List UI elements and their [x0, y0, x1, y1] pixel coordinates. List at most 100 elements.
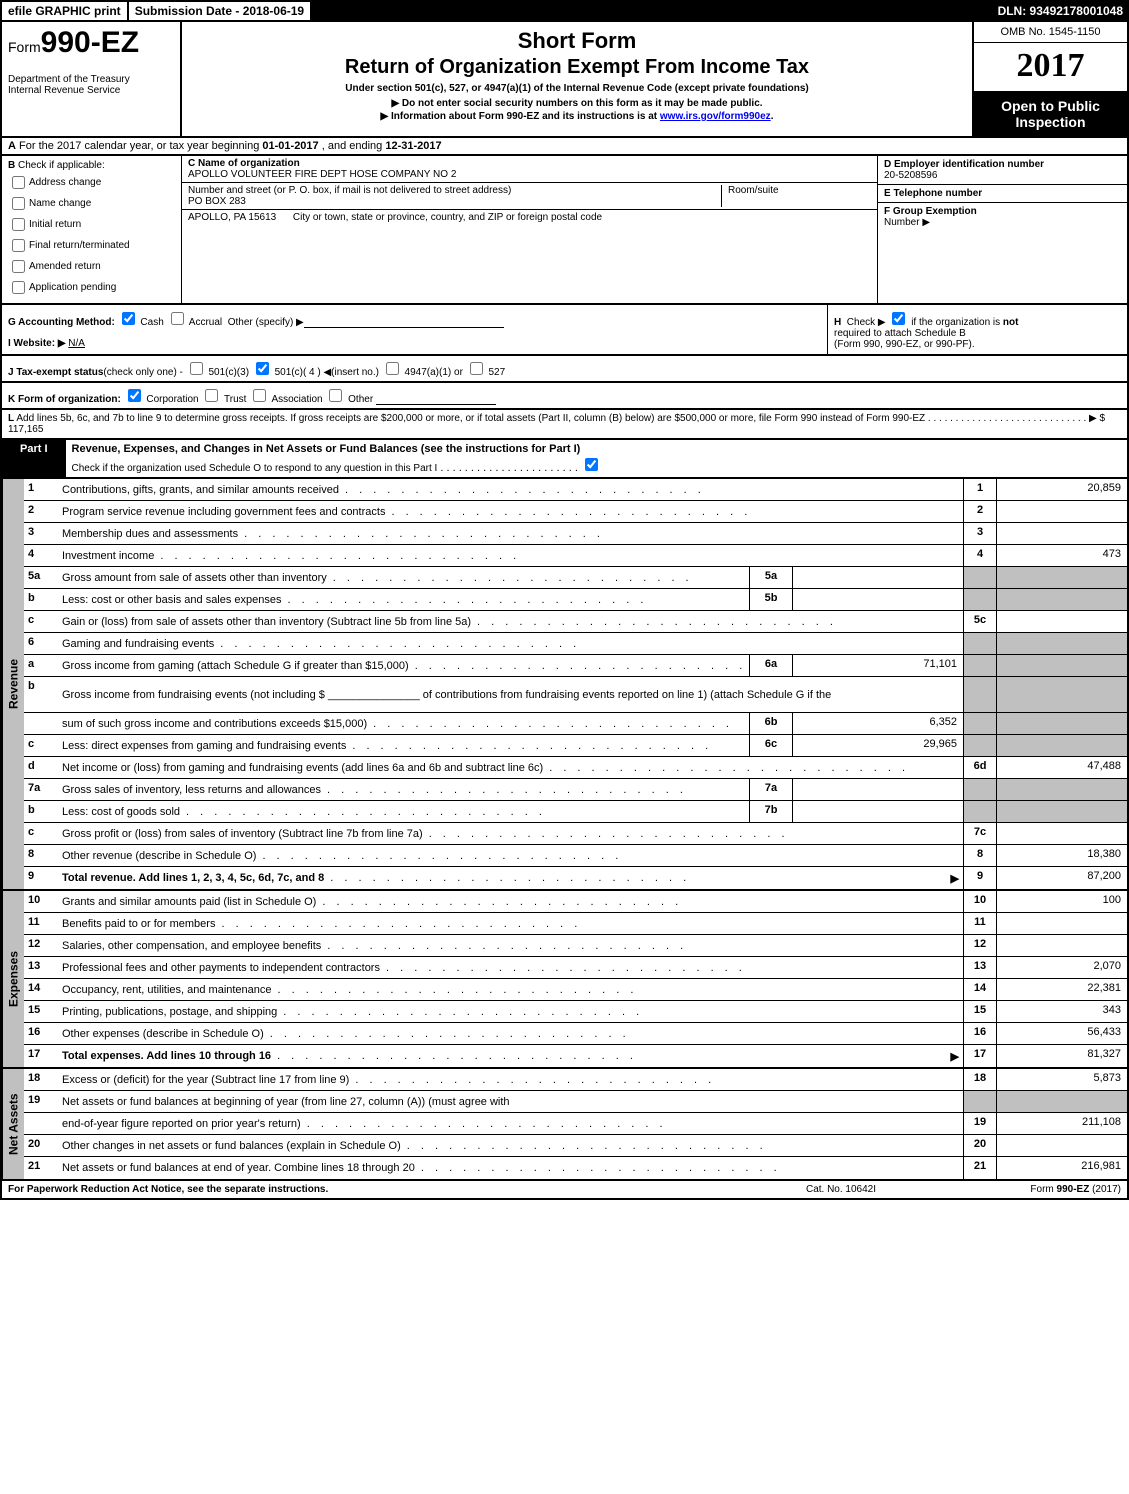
line-number: 5a [24, 567, 58, 588]
line-col: 21 [963, 1157, 997, 1179]
line-number: c [24, 735, 58, 756]
info-pre: ▶ Information about Form 990-EZ and its … [381, 111, 660, 122]
c-addr-label: Number and street (or P. O. box, if mail… [188, 185, 511, 196]
chk-527[interactable] [470, 362, 483, 375]
line-value [997, 935, 1127, 956]
sub-line-value: 6,352 [793, 713, 963, 734]
l-label: L [8, 413, 14, 424]
line-desc: Net assets or fund balances at end of ye… [58, 1157, 963, 1179]
line-val-gray [997, 677, 1127, 712]
opt-trust: Trust [224, 394, 246, 405]
dots: . . . . . . . . . . . . . . . . . . . . … [214, 638, 959, 650]
part-i-desc-text: Revenue, Expenses, and Changes in Net As… [72, 443, 581, 455]
chk-address-change-box[interactable] [12, 176, 25, 189]
footer: For Paperwork Reduction Act Notice, see … [0, 1181, 1129, 1200]
dots: . . . . . . . . . . . . . . . . . . . . … [277, 1006, 959, 1018]
chk-corporation[interactable] [128, 389, 141, 402]
opt-501c: 501(c)( 4 ) ◀(insert no.) [275, 367, 379, 378]
chk-application-pending[interactable]: Application pending [8, 278, 175, 297]
org-name: APOLLO VOLUNTEER FIRE DEPT HOSE COMPANY … [188, 169, 456, 180]
opt-association: Association [271, 394, 322, 405]
line-desc: Less: cost or other basis and sales expe… [58, 589, 749, 610]
chk-amended-return-box[interactable] [12, 260, 25, 273]
other-specify-line[interactable] [304, 316, 504, 328]
line-desc: Total revenue. Add lines 1, 2, 3, 4, 5c,… [58, 867, 963, 889]
chk-name-change-box[interactable] [12, 197, 25, 210]
opt-corporation: Corporation [146, 394, 198, 405]
line-col: 15 [963, 1001, 997, 1022]
chk-cash[interactable] [122, 312, 135, 325]
col-b-checkboxes: B Check if applicable: Address change Na… [2, 156, 182, 303]
chk-application-pending-box[interactable] [12, 281, 25, 294]
line-number: 11 [24, 913, 58, 934]
open-line1: Open to Public [1001, 98, 1100, 114]
row-a-text1: For the 2017 calendar year, or tax year … [19, 140, 262, 152]
line-desc: Professional fees and other payments to … [58, 957, 963, 978]
table-row: 14Occupancy, rent, utilities, and mainte… [24, 979, 1127, 1001]
other-org-line[interactable] [376, 393, 496, 405]
dots: . . . . . . . . . . . . . . . . . . . . … [301, 1118, 959, 1130]
chk-schedule-b-not-required[interactable] [892, 312, 905, 325]
chk-initial-return-box[interactable] [12, 218, 25, 231]
chk-accrual[interactable] [171, 312, 184, 325]
chk-final-return-box[interactable] [12, 239, 25, 252]
table-row: 4Investment income . . . . . . . . . . .… [24, 545, 1127, 567]
chk-amended-return[interactable]: Amended return [8, 257, 175, 276]
table-row: 20Other changes in net assets or fund ba… [24, 1135, 1127, 1157]
line-value: 87,200 [997, 867, 1127, 889]
chk-initial-return-label: Initial return [29, 219, 81, 230]
chk-other-org[interactable] [329, 389, 342, 402]
chk-association[interactable] [253, 389, 266, 402]
line-col-gray [963, 1091, 997, 1112]
line-desc: Net income or (loss) from gaming and fun… [58, 757, 963, 778]
f-label2: Number ▶ [884, 217, 930, 228]
chk-trust[interactable] [205, 389, 218, 402]
line-value [997, 523, 1127, 544]
efile-graphic-print[interactable]: efile GRAPHIC print [0, 0, 129, 22]
line-col: 2 [963, 501, 997, 522]
line-value [997, 823, 1127, 844]
c-city-label: City or town, state or province, country… [293, 212, 602, 223]
line-number: 6 [24, 633, 58, 654]
line-desc: Less: cost of goods sold . . . . . . . .… [58, 801, 749, 822]
line-desc: Less: direct expenses from gaming and fu… [58, 735, 749, 756]
line-val-gray [997, 713, 1127, 734]
sub-line-number: 5b [749, 589, 793, 610]
part-i-check-o: Check if the organization used Schedule … [72, 463, 438, 474]
line-value: 2,070 [997, 957, 1127, 978]
line-col: 13 [963, 957, 997, 978]
chk-final-return[interactable]: Final return/terminated [8, 236, 175, 255]
chk-501c3[interactable] [190, 362, 203, 375]
j-note: (check only one) - [103, 367, 182, 378]
chk-schedule-o-part-i[interactable] [585, 458, 598, 471]
chk-address-change[interactable]: Address change [8, 173, 175, 192]
line-number: 21 [24, 1157, 58, 1179]
col-h-check: H Check ▶ if the organization is not req… [827, 305, 1127, 354]
line-value: 20,859 [997, 479, 1127, 500]
expense-rows: 10Grants and similar amounts paid (list … [24, 891, 1127, 1067]
chk-501c[interactable] [256, 362, 269, 375]
line-desc: Excess or (deficit) for the year (Subtra… [58, 1069, 963, 1090]
line-value: 47,488 [997, 757, 1127, 778]
line-number: b [24, 677, 58, 712]
chk-name-change[interactable]: Name change [8, 194, 175, 213]
h-not: not [1003, 317, 1019, 328]
dots: . . . . . . . . . . . . . . . . . . . . … [367, 718, 745, 730]
line-val-gray [997, 589, 1127, 610]
line-number: a [24, 655, 58, 676]
chk-4947[interactable] [386, 362, 399, 375]
i-website-line: I Website: ▶ N/A [8, 338, 821, 349]
irs-link[interactable]: www.irs.gov/form990ez [660, 111, 771, 122]
sub-line-value [793, 567, 963, 588]
part-i-label: Part I [2, 440, 66, 477]
sub-line-number: 6b [749, 713, 793, 734]
chk-initial-return[interactable]: Initial return [8, 215, 175, 234]
line-number: c [24, 611, 58, 632]
e-label: E Telephone number [884, 188, 982, 199]
info-post: . [771, 111, 774, 122]
part-i-desc: Revenue, Expenses, and Changes in Net As… [66, 440, 1127, 477]
line-value: 100 [997, 891, 1127, 912]
d-ein: D Employer identification number 20-5208… [878, 156, 1127, 185]
dots: . . . . . . . . . . . . . . . . . . . . … [256, 850, 959, 862]
label-a: A [8, 140, 16, 152]
